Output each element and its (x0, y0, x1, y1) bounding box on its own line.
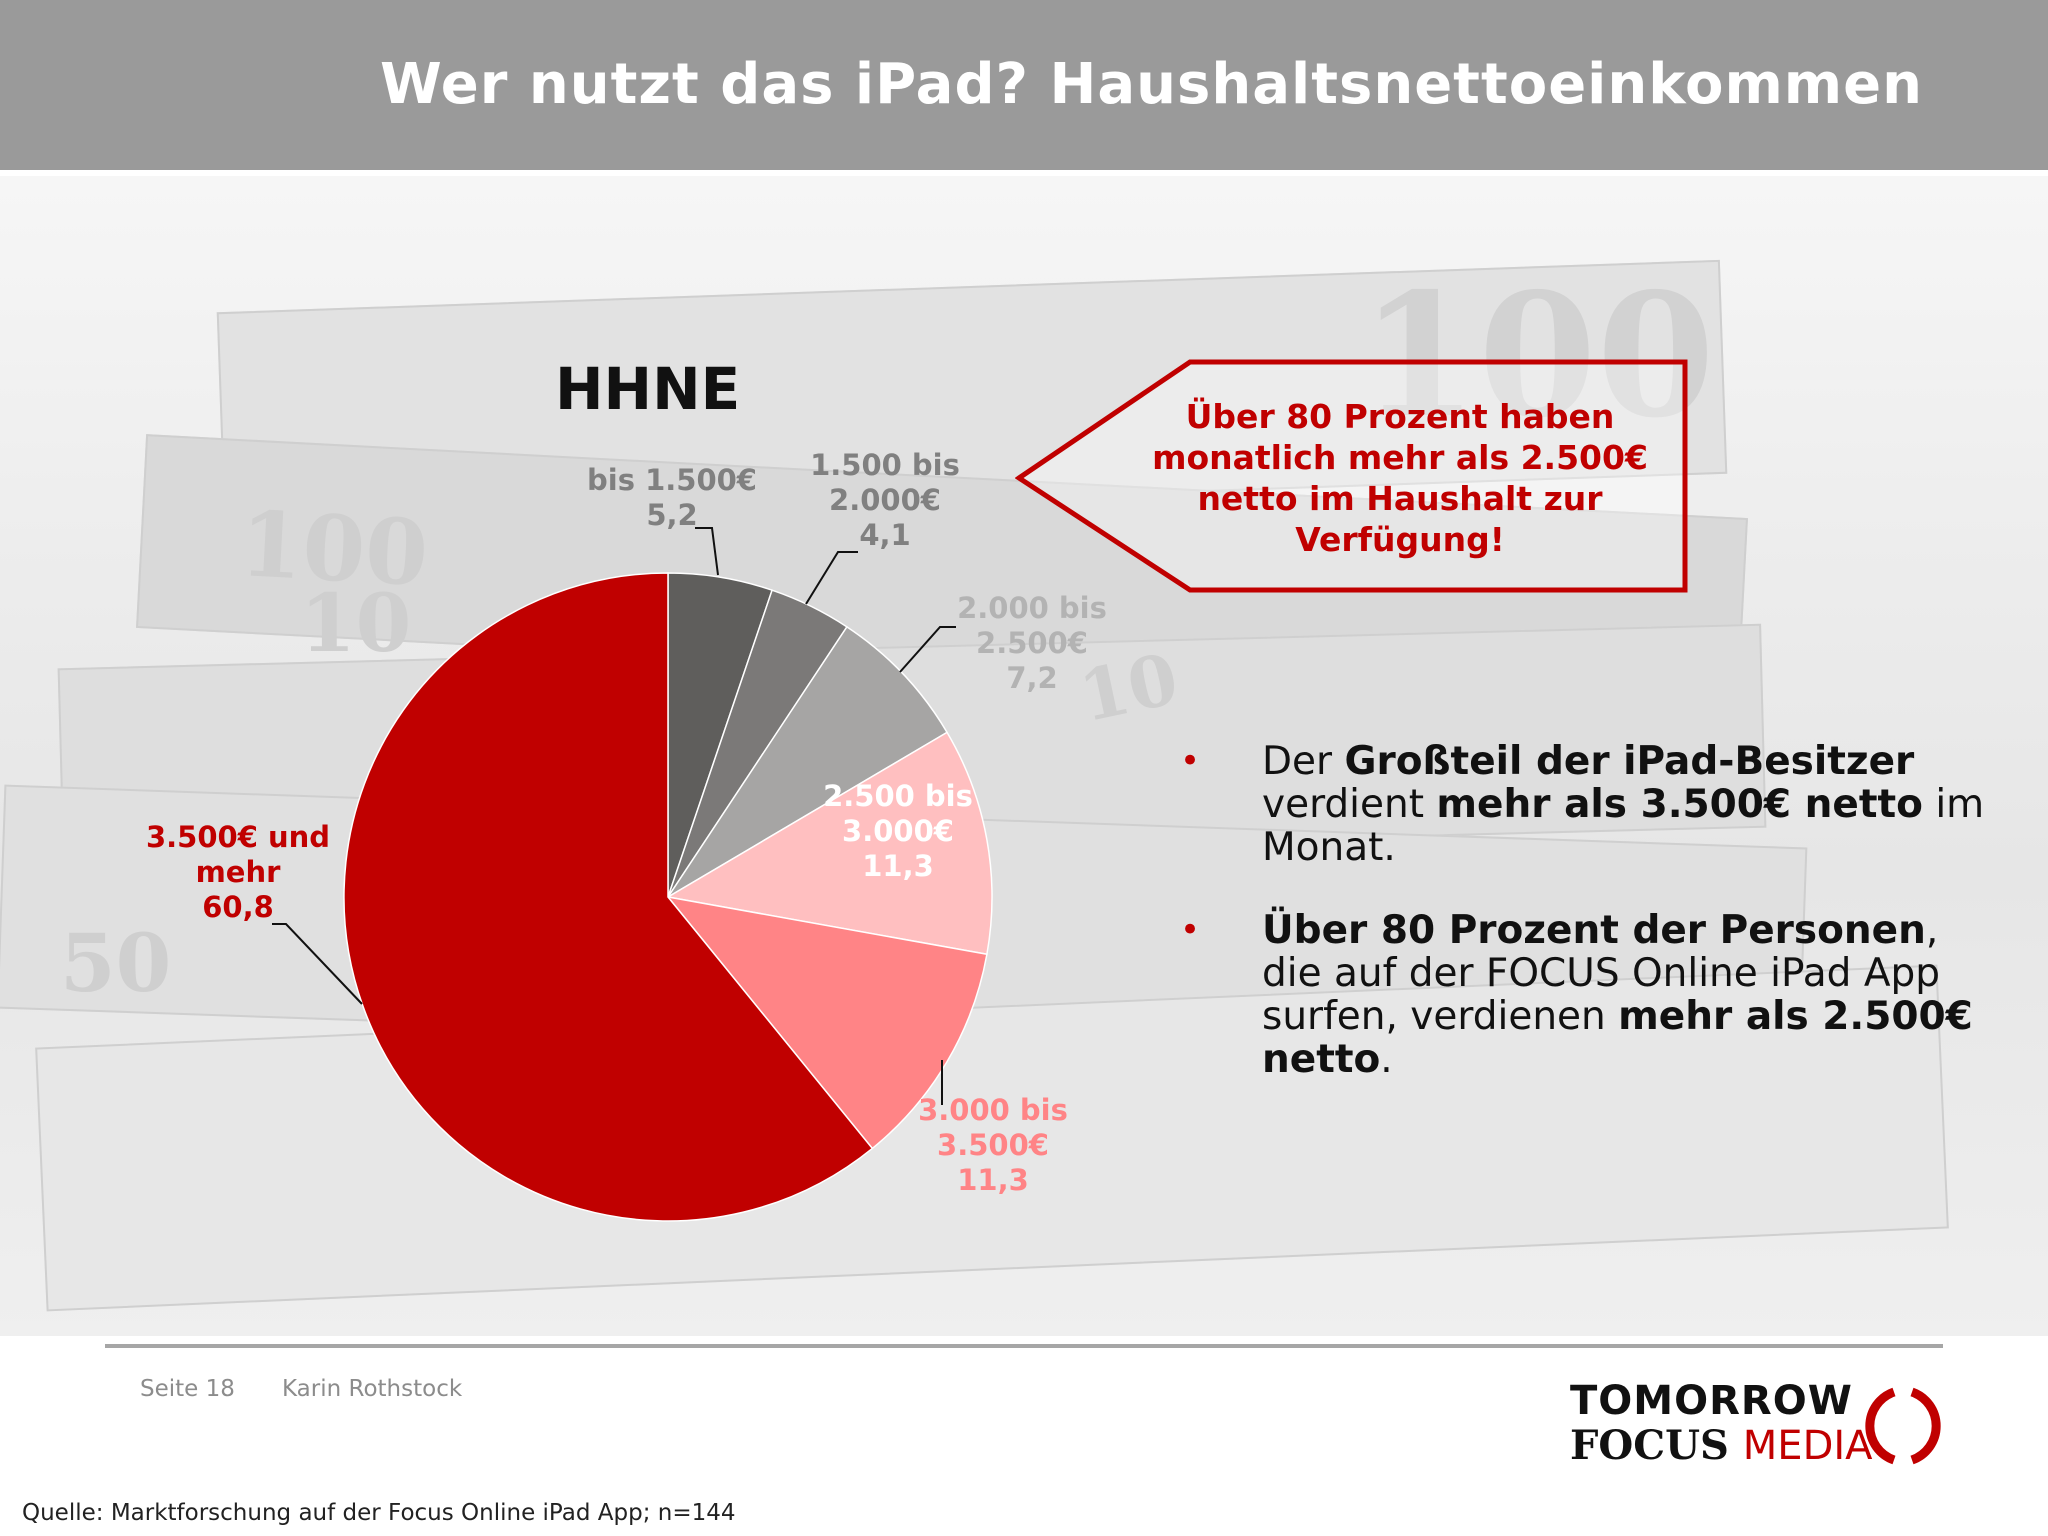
pie-slice (343, 572, 874, 1222)
bullet-text: im Monat. (1262, 782, 1985, 870)
slice-label-line: 11,3 (957, 1163, 1029, 1197)
slice-label-line: 1.500 bis (810, 448, 960, 482)
pie-slice (666, 895, 988, 1150)
logo-wordmark-bottom: FOCUS MEDIA (1570, 1422, 1873, 1469)
pie-chart: bis 1.500€ 5,2 1.500 bis 2.000€ 4,1 2.000 bis… (146, 448, 1107, 1222)
footer-divider (105, 1344, 1943, 1348)
slice-label-line: 5,2 (646, 498, 697, 532)
banknote-watermark: 50 (60, 916, 172, 1010)
slice-label-line: mehr (196, 855, 282, 889)
leader-line (272, 923, 363, 1005)
bullet-item: • Über 80 Prozent der Personen, die auf d… (1180, 909, 2000, 1081)
callout-box (1015, 359, 1688, 593)
bullet-text: Der (1262, 739, 1345, 784)
slice-label-line: 2.000€ (829, 483, 941, 517)
page-number: Seite 18 (140, 1376, 235, 1402)
slice-label-line: 3.000 bis (918, 1093, 1068, 1127)
slice-label-line: 3.500€ und (146, 820, 330, 854)
bullet-dot-icon: • (1180, 910, 1201, 950)
bullet-text: Großteil der iPad-Besitzer (1344, 739, 1915, 784)
banknote-watermark: 10 (300, 576, 412, 670)
bullet-item: • Der Großteil der iPad-Besitzer verdient… (1180, 740, 2000, 869)
slice-label: 2.000 bis 2.500€ 7,2 (957, 591, 1107, 695)
bullet-list: • Der Großteil der iPad-Besitzer verdient… (1180, 740, 2000, 1121)
slice-label-line: 4,1 (859, 518, 910, 552)
bullet-text: Über 80 Prozent der Personen (1262, 908, 1926, 953)
slide-title: Wer nutzt das iPad? Haushaltsnettoeinkom… (380, 52, 1923, 117)
slice-label-line: 3.500€ (937, 1128, 1049, 1162)
slide-header: Wer nutzt das iPad? Haushaltsnettoeinkom… (0, 0, 2048, 170)
slice-label: 2.500 bis 3.000€ 11,3 (823, 779, 973, 883)
bullet-dot-icon: • (1180, 741, 1201, 781)
bullet-text: mehr als 2.500€ netto (1262, 994, 1973, 1082)
slice-label-line: 3.000€ (842, 814, 954, 848)
logo-focus: FOCUS (1570, 1422, 1729, 1469)
bullet-text: , die auf der FOCUS Online iPad App surf… (1262, 908, 1941, 1039)
slice-label-line: 2.500 bis (823, 779, 973, 813)
slice-label-line: 2.000 bis (957, 591, 1107, 625)
slice-label-line: 11,3 (862, 849, 934, 883)
chart-title: HHNE (555, 355, 741, 423)
pie-slice (665, 731, 993, 956)
bullet-text: . (1380, 1037, 1393, 1082)
slice-label-line: 7,2 (1006, 661, 1057, 695)
slice-label-line: bis 1.500€ (587, 463, 757, 497)
callout-text: Über 80 Prozent haben monatlich mehr als… (1152, 397, 1648, 559)
source-note: Quelle: Marktforschung auf der Focus Onl… (22, 1500, 736, 1526)
bullet-text: mehr als 3.500€ netto (1436, 782, 1923, 827)
logo-wordmark-top: TOMORROW (1570, 1378, 1853, 1424)
logo-ring-icon (1865, 1387, 1941, 1465)
slice-label-line: 60,8 (202, 890, 274, 924)
company-logo: TOMORROW FOCUS MEDIA (1568, 1378, 1948, 1469)
slice-label: bis 1.500€ 5,2 (587, 463, 757, 532)
slice-label: 3.000 bis 3.500€ 11,3 (918, 1093, 1068, 1197)
leader-line (899, 626, 956, 673)
slice-label-line: 2.500€ (976, 626, 1088, 660)
banknote-background: 100 10 50 100 10 (0, 176, 2048, 1336)
bullet-text: verdient (1262, 782, 1437, 827)
author-name: Karin Rothstock (282, 1376, 463, 1402)
leader-line (805, 551, 858, 605)
slice-label: 3.500€ und mehr 60,8 (146, 820, 330, 924)
slice-label: 1.500 bis 2.000€ 4,1 (810, 448, 960, 552)
banknote-watermark: 100 (1360, 256, 1715, 456)
leader-line (695, 527, 719, 576)
logo-media: MEDIA (1742, 1423, 1873, 1469)
pie-slice (667, 625, 949, 898)
